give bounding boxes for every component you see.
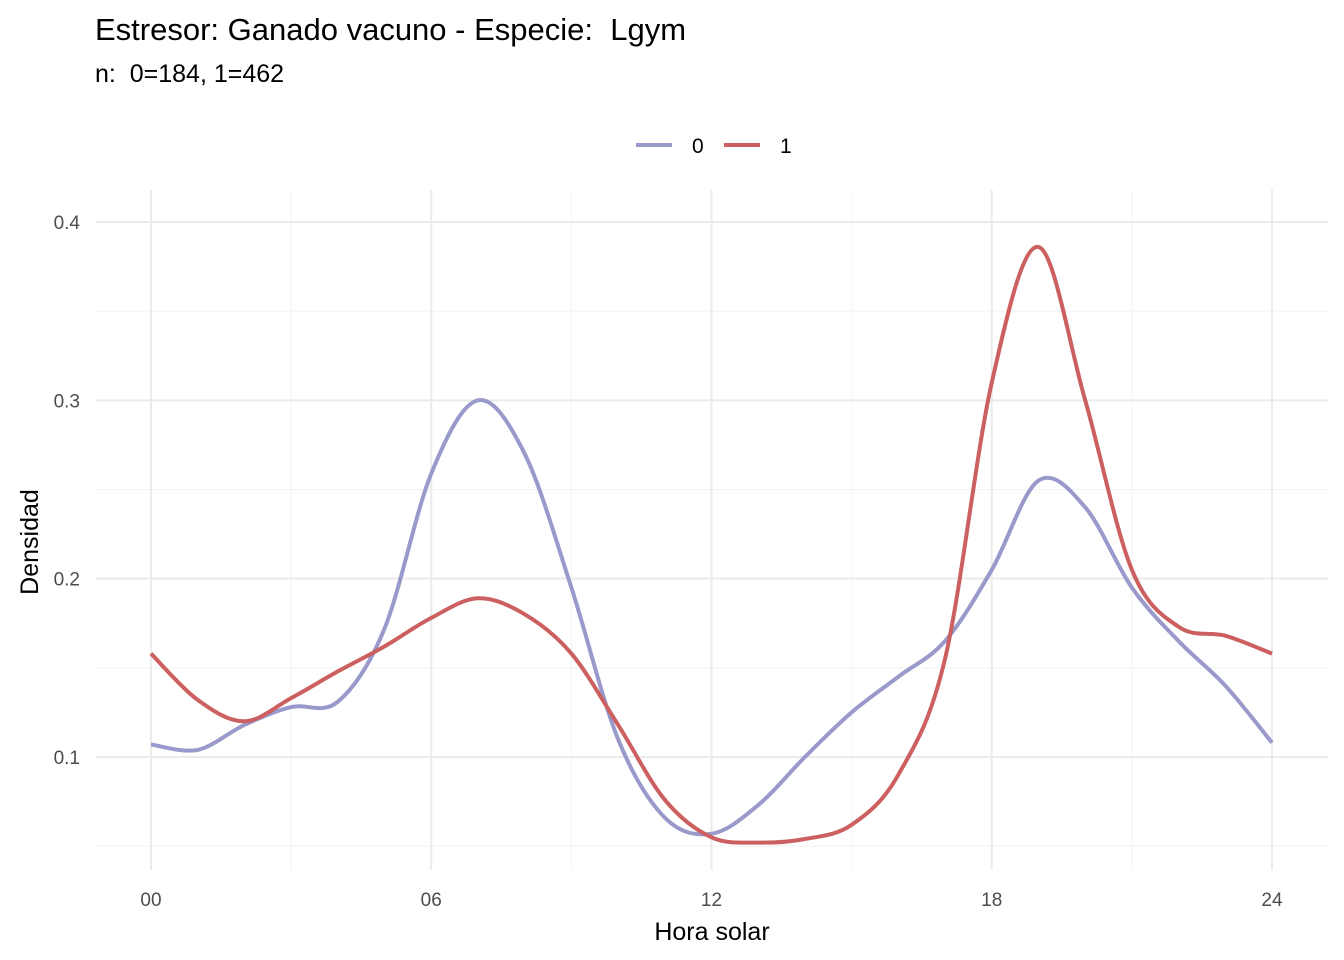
x-tick-label: 12 bbox=[701, 890, 722, 911]
series-line-1 bbox=[149, 245, 1273, 845]
y-tick-labels: 0.1 0.2 0.3 0.4 bbox=[54, 213, 81, 769]
x-tick-label: 06 bbox=[421, 890, 442, 911]
grid bbox=[96, 190, 1328, 870]
y-tick-label: 0.2 bbox=[54, 570, 80, 591]
x-tick-labels: 00 06 12 18 24 bbox=[140, 890, 1283, 911]
x-tick-label: 24 bbox=[1261, 890, 1283, 911]
x-axis-label: Hora solar bbox=[654, 918, 769, 946]
chart-title: Estresor: Ganado vacuno - Especie: Lgym bbox=[95, 12, 687, 47]
y-axis-label: Densidad bbox=[16, 489, 44, 595]
x-tick-label: 00 bbox=[140, 890, 161, 911]
series-lines bbox=[149, 245, 1274, 845]
y-tick-label: 0.1 bbox=[54, 748, 80, 769]
series-line-0 bbox=[150, 398, 1274, 837]
chart-subtitle: n: 0=184, 1=462 bbox=[95, 60, 285, 88]
legend-label-1: 1 bbox=[780, 135, 792, 158]
y-tick-label: 0.4 bbox=[54, 213, 81, 234]
y-tick-label: 0.3 bbox=[54, 391, 80, 412]
x-tick-label: 18 bbox=[981, 890, 1002, 911]
legend-label-0: 0 bbox=[692, 135, 704, 158]
